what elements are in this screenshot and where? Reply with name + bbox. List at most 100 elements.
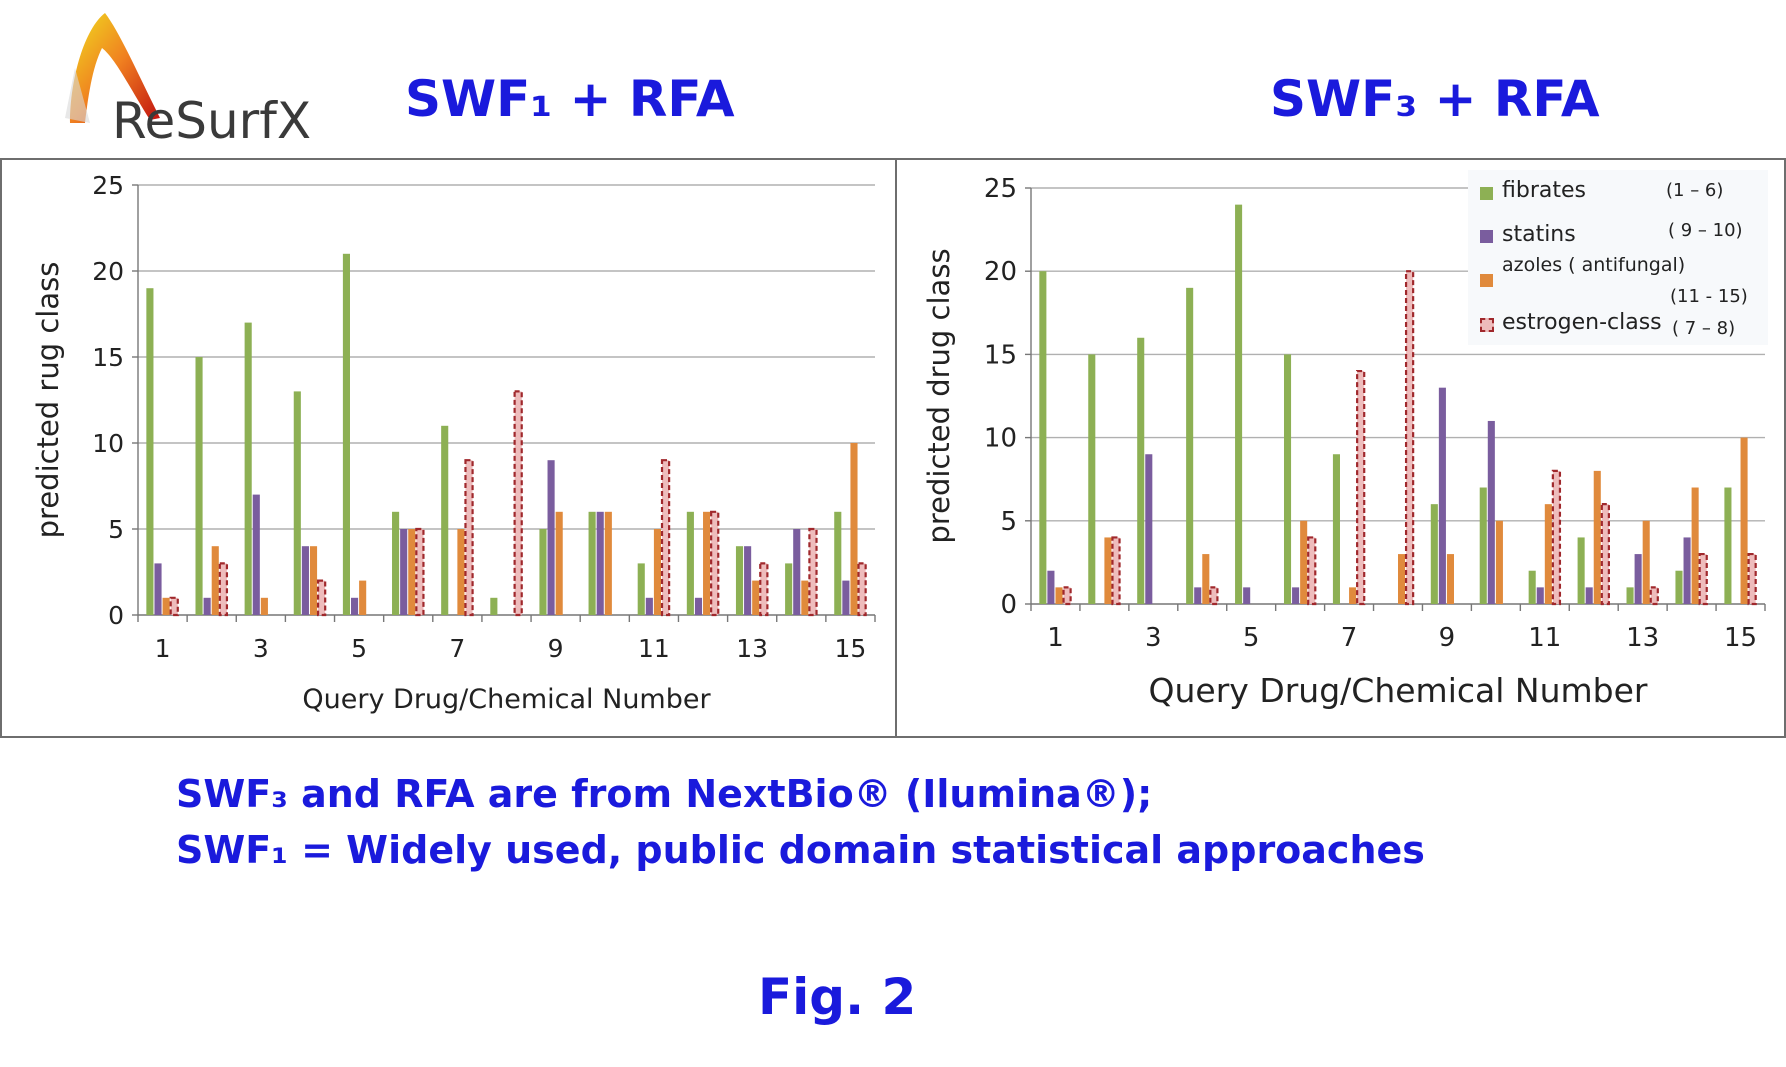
left-bar-fibrates bbox=[686, 511, 694, 615]
right-bar-fibrates bbox=[1577, 537, 1585, 604]
right-bar-azoles bbox=[1740, 437, 1748, 604]
left-bar-statins bbox=[744, 546, 752, 615]
left-bar-statins bbox=[793, 529, 801, 615]
right-bar-azoles bbox=[1349, 587, 1357, 604]
right-bar-statins bbox=[1634, 554, 1642, 604]
right-bar-azoles bbox=[1495, 520, 1503, 604]
left-bar-azoles bbox=[801, 580, 809, 615]
right-bar-estrogen bbox=[1111, 536, 1121, 606]
left-bar-fibrates bbox=[293, 391, 301, 615]
legend-label-estrogen: estrogen-class bbox=[1502, 310, 1662, 335]
right-bar-estrogen bbox=[1307, 536, 1317, 606]
left-y-tick-label: 20 bbox=[92, 257, 124, 286]
left-bar-estrogen bbox=[169, 596, 179, 617]
right-bar-statins bbox=[1438, 387, 1446, 604]
right-bar-estrogen bbox=[1649, 586, 1659, 606]
right-chart-title: SWF₃ + RFA bbox=[1270, 70, 1600, 128]
left-y-tick-label: 15 bbox=[92, 343, 124, 372]
left-bar-statins bbox=[596, 511, 604, 615]
right-bar-fibrates bbox=[1137, 337, 1145, 604]
legend-range-fibrates: (1 – 6) bbox=[1666, 180, 1724, 201]
right-bar-statins bbox=[1292, 587, 1300, 604]
legend-range-estrogen: ( 7 – 8) bbox=[1672, 318, 1736, 339]
left-bar-estrogen bbox=[660, 459, 671, 617]
left-bar-azoles bbox=[604, 511, 612, 615]
left-bar-statins bbox=[350, 597, 359, 615]
right-bar-azoles bbox=[1446, 554, 1454, 604]
left-bar-statins bbox=[203, 597, 211, 615]
left-bar-fibrates bbox=[785, 563, 793, 615]
left-bar-estrogen bbox=[513, 390, 523, 617]
right-bar-statins bbox=[1683, 537, 1691, 604]
right-bar-estrogen bbox=[1551, 469, 1562, 606]
right-y-tick-label: 20 bbox=[984, 257, 1017, 287]
legend-label-azoles: azoles ( antifungal) bbox=[1502, 254, 1686, 276]
left-x-axis-label: Query Drug/Chemical Number bbox=[302, 684, 711, 715]
left-bar-estrogen bbox=[464, 459, 474, 617]
left-x-tick-label: 15 bbox=[835, 634, 867, 663]
right-x-tick-label: 1 bbox=[1047, 623, 1064, 653]
right-bar-fibrates bbox=[1675, 570, 1683, 604]
right-y-tick-label: 0 bbox=[1000, 590, 1017, 620]
logo-flame-icon bbox=[65, 13, 160, 123]
right-bar-statins bbox=[1194, 587, 1202, 604]
right-bar-estrogen bbox=[1404, 270, 1415, 606]
legend-range-statins: ( 9 – 10) bbox=[1668, 220, 1743, 241]
right-bar-statins bbox=[1487, 420, 1495, 604]
left-x-tick-label: 11 bbox=[638, 634, 670, 663]
figure-label: Fig. 2 bbox=[758, 968, 917, 1026]
right-bar-fibrates bbox=[1528, 570, 1536, 604]
left-x-tick-label: 13 bbox=[736, 634, 768, 663]
resurfx-logo: ReSurfX bbox=[30, 8, 311, 150]
legend-swatch-estrogen bbox=[1480, 318, 1494, 332]
left-bar-statins bbox=[547, 460, 555, 615]
legend-range-azoles: (11 - 15) bbox=[1670, 286, 1748, 307]
right-y-tick-label: 10 bbox=[984, 424, 1017, 454]
left-bar-statins bbox=[252, 494, 260, 615]
right-y-tick-label: 15 bbox=[984, 340, 1017, 370]
left-bar-azoles bbox=[309, 546, 318, 615]
right-bar-statins bbox=[1585, 587, 1593, 604]
left-bar-azoles bbox=[653, 529, 662, 615]
left-y-tick-label: 5 bbox=[108, 515, 124, 544]
right-bar-fibrates bbox=[1039, 271, 1047, 604]
left-bar-azoles bbox=[359, 580, 367, 615]
left-bar-estrogen bbox=[759, 562, 769, 617]
legend-swatch-azoles bbox=[1480, 274, 1493, 287]
left-x-tick-label: 5 bbox=[351, 634, 367, 663]
left-bar-estrogen bbox=[857, 562, 867, 617]
left-bar-azoles bbox=[211, 546, 219, 615]
left-bar-fibrates bbox=[195, 357, 203, 615]
logo-text: ReSurfX bbox=[112, 92, 312, 150]
right-bar-estrogen bbox=[1209, 586, 1219, 606]
left-bar-estrogen bbox=[710, 510, 720, 617]
legend-label-statins: statins bbox=[1502, 222, 1576, 247]
left-bar-statins bbox=[694, 597, 703, 615]
right-bar-fibrates bbox=[1283, 354, 1292, 604]
right-bar-azoles bbox=[1642, 520, 1650, 604]
right-bar-fibrates bbox=[1235, 204, 1243, 604]
right-bar-estrogen bbox=[1698, 552, 1708, 606]
right-bar-fibrates bbox=[1724, 487, 1732, 604]
left-bar-fibrates bbox=[735, 546, 744, 615]
right-bar-azoles bbox=[1300, 520, 1308, 604]
right-y-tick-label: 25 bbox=[984, 174, 1017, 204]
right-bar-azoles bbox=[1104, 537, 1112, 604]
right-bar-fibrates bbox=[1479, 487, 1487, 604]
right-bar-azoles bbox=[1202, 554, 1210, 604]
right-bar-statins bbox=[1047, 570, 1055, 604]
left-bar-estrogen bbox=[415, 527, 425, 617]
left-bar-estrogen bbox=[808, 527, 818, 617]
left-chart-title: SWF₁ + RFA bbox=[405, 70, 735, 128]
left-bar-estrogen bbox=[218, 562, 229, 617]
left-x-tick-label: 7 bbox=[449, 634, 465, 663]
right-bar-fibrates bbox=[1186, 287, 1194, 604]
right-bar-fibrates bbox=[1088, 354, 1096, 604]
right-bar-statins bbox=[1243, 587, 1251, 604]
legend-swatch-statins bbox=[1480, 230, 1493, 243]
caption-line-1: SWF₃ and RFA are from NextBio® (Ilumina®… bbox=[176, 772, 1153, 816]
left-y-tick-label: 25 bbox=[92, 171, 124, 200]
